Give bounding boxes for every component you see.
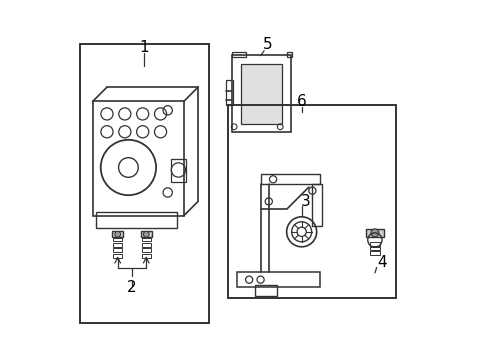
- Bar: [241, 64, 282, 123]
- Bar: [365, 229, 384, 237]
- Bar: [369, 251, 379, 255]
- Bar: [311, 184, 321, 226]
- Bar: [225, 80, 233, 105]
- Bar: [231, 55, 290, 132]
- Bar: [113, 243, 122, 247]
- Circle shape: [115, 231, 121, 237]
- Bar: [260, 174, 319, 184]
- Text: 5: 5: [263, 37, 272, 52]
- Bar: [286, 53, 291, 58]
- Bar: [113, 248, 122, 252]
- Bar: [96, 212, 176, 228]
- Bar: [113, 238, 122, 242]
- Bar: [237, 272, 319, 287]
- Circle shape: [143, 231, 149, 237]
- Bar: [142, 253, 151, 257]
- Text: 6: 6: [296, 94, 306, 109]
- Text: 3: 3: [300, 194, 309, 209]
- Bar: [142, 248, 151, 252]
- Text: 4: 4: [376, 255, 386, 270]
- Bar: [113, 253, 122, 257]
- Bar: [255, 285, 276, 296]
- Bar: [93, 102, 183, 216]
- Bar: [369, 247, 379, 250]
- Bar: [142, 243, 151, 247]
- Bar: [112, 231, 123, 237]
- Bar: [228, 105, 395, 298]
- Bar: [231, 53, 245, 58]
- Text: 2: 2: [127, 280, 137, 295]
- Bar: [141, 231, 151, 237]
- Bar: [142, 238, 151, 242]
- Bar: [171, 158, 185, 182]
- Text: 1: 1: [140, 40, 149, 55]
- Circle shape: [370, 229, 378, 237]
- Bar: [369, 242, 379, 246]
- Bar: [80, 44, 208, 323]
